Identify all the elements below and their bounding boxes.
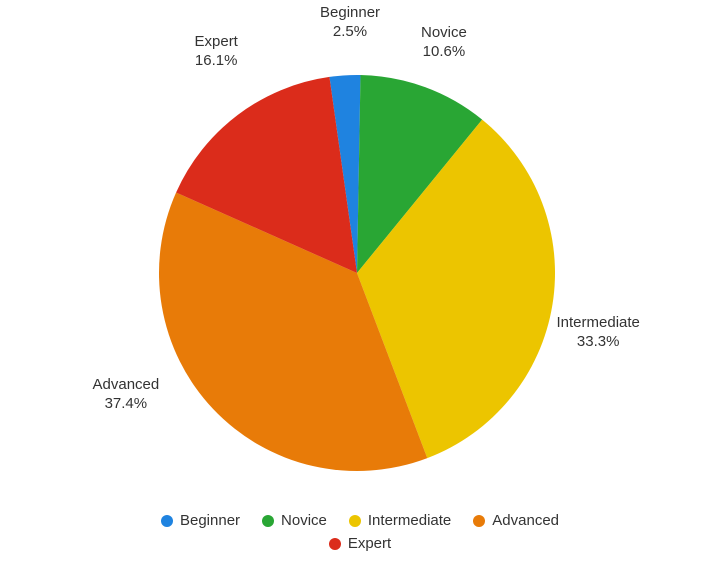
pie-chart (0, 0, 720, 570)
legend-dot-icon (473, 515, 485, 527)
legend-dot-icon (349, 515, 361, 527)
legend-label: Intermediate (368, 512, 451, 529)
legend-item: Novice (262, 512, 327, 529)
legend-item: Intermediate (349, 512, 451, 529)
legend-label: Expert (348, 535, 391, 552)
pie-chart-container: Beginner 2.5% Novice 10.6% Intermediate … (0, 0, 720, 570)
legend-item: Beginner (161, 512, 240, 529)
legend-dot-icon (161, 515, 173, 527)
legend-dot-icon (262, 515, 274, 527)
legend: Beginner Novice Intermediate Advanced Ex… (150, 512, 570, 552)
legend-label: Beginner (180, 512, 240, 529)
legend-item: Advanced (473, 512, 559, 529)
legend-label: Novice (281, 512, 327, 529)
legend-item: Expert (329, 535, 391, 552)
legend-dot-icon (329, 538, 341, 550)
legend-label: Advanced (492, 512, 559, 529)
